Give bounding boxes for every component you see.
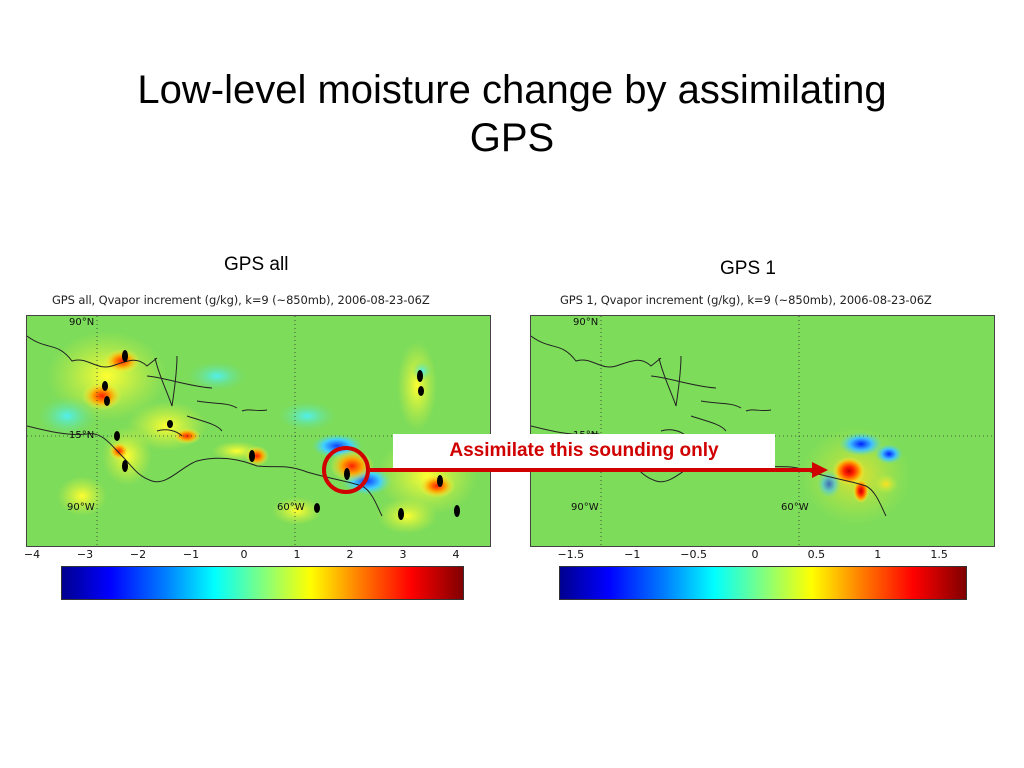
left-lon-label-2: 60°W [277,502,305,513]
right-map: 90°N 15°N 90°W 60°W [530,315,995,547]
right-lat-label-1: 90°N [573,317,599,328]
right-colorbar [559,566,967,600]
left-colorbar-tick-6: 2 [346,548,354,561]
left-panel-label: GPS all [224,254,289,275]
right-map-graphic [531,316,994,546]
left-colorbar-tick-8: 4 [452,548,460,561]
right-colorbar-tick-1: −1 [624,548,641,561]
right-colorbar-tick-0: −1.5 [557,548,585,561]
left-colorbar-tick-3: −1 [182,548,200,561]
slide-title-line1: Low-level moisture change by assimilatin… [137,68,887,112]
left-plot-title: GPS all, Qvapor increment (g/kg), k=9 (~… [52,293,430,307]
right-colorbar-tick-2: −0.5 [680,548,707,561]
slide-title-line2: GPS [469,116,555,160]
callout-box: Assimilate this sounding only [393,434,775,468]
right-colorbar-tick-3: 0 [751,548,759,561]
left-map: 90°N 15°N 90°W 60°W [26,315,491,547]
left-lon-label-1: 90°W [67,502,95,513]
left-colorbar-tick-1: −3 [76,548,94,561]
left-colorbar-tick-4: 0 [240,548,248,561]
left-map-graphic [27,316,490,546]
left-colorbar-tick-0: −4 [23,548,41,561]
left-lat-label-1: 90°N [69,317,95,328]
slide-title: Low-level moisture change by assimilatin… [0,66,1024,162]
left-colorbar-tick-2: −2 [129,548,147,561]
right-lon-label-2: 60°W [781,502,809,513]
right-colorbar-tick-5: 1 [874,548,882,561]
right-plot-title: GPS 1, Qvapor increment (g/kg), k=9 (~85… [560,293,932,307]
left-colorbar-tick-7: 3 [399,548,407,561]
right-lon-label-1: 90°W [571,502,599,513]
right-colorbar-tick-4: 0.5 [807,548,826,561]
callout-text: Assimilate this sounding only [449,440,719,461]
left-colorbar [61,566,464,600]
left-colorbar-tick-5: 1 [293,548,301,561]
right-panel-label: GPS 1 [720,258,776,279]
right-colorbar-tick-6: 1.5 [930,548,948,561]
left-lat-label-2: 15°N [69,430,95,441]
